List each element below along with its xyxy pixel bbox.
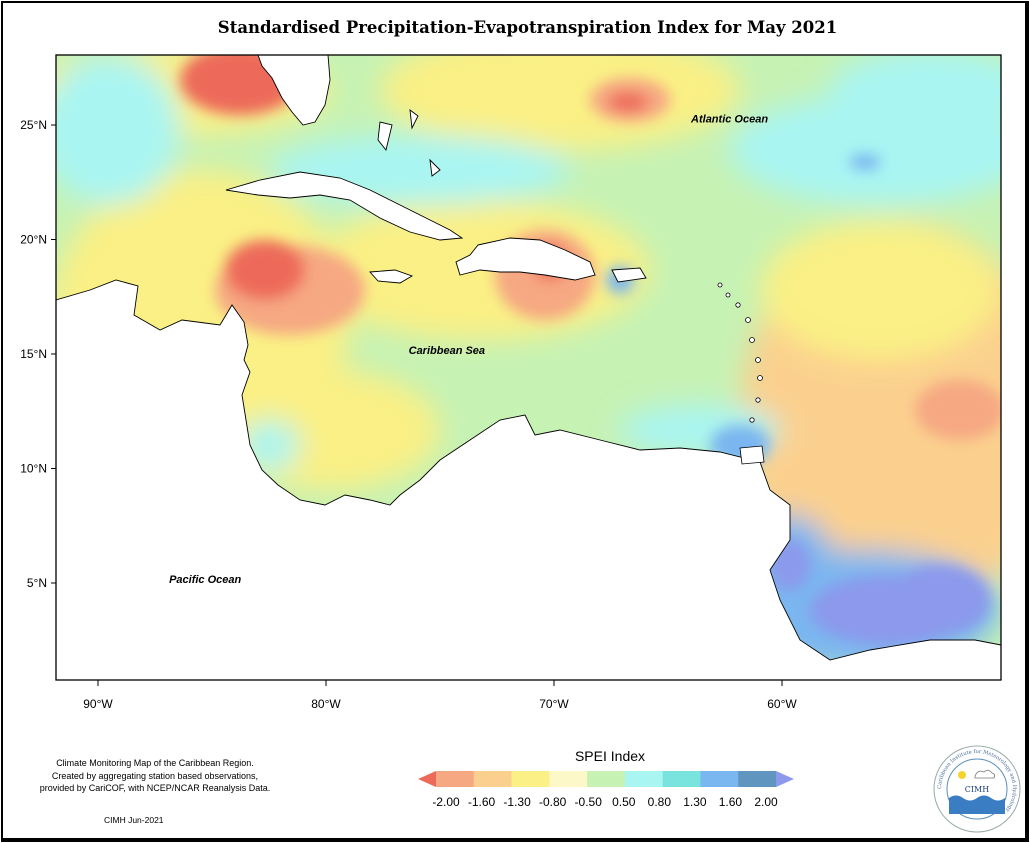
cloud-icon <box>974 769 996 779</box>
map-footnote: Climate Monitoring Map of the Caribbean … <box>20 757 290 795</box>
cimh-logo: Caribbean Institute for Meteorology and … <box>933 745 1021 833</box>
colorbar-bin <box>662 771 701 787</box>
colorbar-bin <box>473 771 513 787</box>
colorbar-tick-label: -1.30 <box>503 795 531 809</box>
ocean-label: Atlantic Ocean <box>690 114 768 126</box>
colorbar-tick-label: 1.60 <box>719 795 743 809</box>
land-outlines <box>56 55 1001 680</box>
colorbar-tick-label: -2.00 <box>432 795 460 809</box>
footnote-line-1: Climate Monitoring Map of the Caribbean … <box>56 758 254 768</box>
colorbar-bin <box>436 771 475 787</box>
y-tick-label: 10°N <box>20 462 47 476</box>
spei-field <box>56 55 1001 680</box>
colorbar-bin <box>700 771 739 787</box>
colorbar-tick-label: 1.30 <box>683 795 707 809</box>
map-title: Standardised Precipitation-Evapotranspir… <box>217 18 838 37</box>
colorbar-low-arrow <box>418 771 436 787</box>
colorbar-tick-label: -0.50 <box>575 795 603 809</box>
y-tick-label: 25°N <box>20 118 47 132</box>
x-tick-label: 70°W <box>539 697 569 711</box>
logo-abbr: CIMH <box>965 785 989 794</box>
y-tick-label: 5°N <box>27 576 47 590</box>
spei-colorbar: -2.00 -1.60 -1.30 -0.80 -0.50 0.50 0.80 1.30 1.6… <box>418 771 794 809</box>
plot-frame <box>55 54 1002 681</box>
y-tick-label: 20°N <box>20 233 47 247</box>
footnote-line-3: provided by CariCOF, with NCEP/NCAR Rean… <box>39 783 271 793</box>
colorbar-tick-label: 0.80 <box>648 795 672 809</box>
axis-layer: 25°N 20°N 15°N 10°N 5°N 90°W 80°W 70°W 60°W <box>20 118 797 711</box>
ocean-label: Pacific Ocean <box>169 574 241 586</box>
colorbar-tick-label: 0.50 <box>612 795 636 809</box>
colorbar-tick-label: 2.00 <box>754 795 778 809</box>
ocean-label: Caribbean Sea <box>409 345 485 357</box>
y-tick-label: 15°N <box>20 347 47 361</box>
colorbar-bin <box>587 771 626 787</box>
wave-icon <box>949 795 1005 814</box>
colorbar-tick-label: -1.60 <box>468 795 496 809</box>
sun-icon <box>958 771 966 779</box>
colorbar-bin <box>511 771 550 787</box>
colorbar-bin <box>738 771 777 787</box>
x-tick-label: 80°W <box>311 697 341 711</box>
colorbar-bin <box>549 771 588 787</box>
legend-title: SPEI Index <box>574 748 646 764</box>
x-tick-label: 90°W <box>83 697 113 711</box>
x-tick-label: 60°W <box>767 697 797 711</box>
colorbar-bin <box>624 771 664 787</box>
colorbar-high-arrow <box>776 771 794 787</box>
credit-text: CIMH Jun-2021 <box>104 815 164 825</box>
colorbar-tick-label: -0.80 <box>539 795 567 809</box>
ocean-labels: Atlantic Ocean Caribbean Sea Pacific Ocean <box>169 114 768 586</box>
footnote-line-2: Created by aggregating station based obs… <box>51 770 259 781</box>
